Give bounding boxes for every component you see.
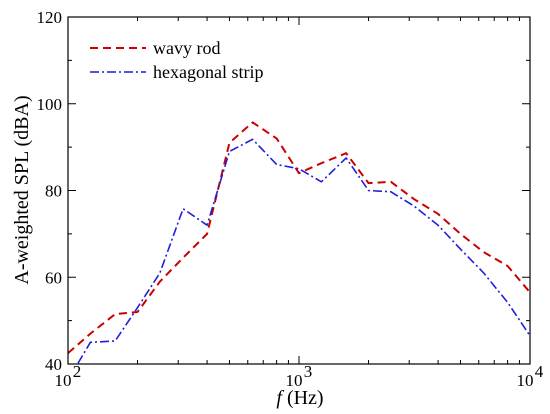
- svg-text:10: 10: [286, 371, 303, 390]
- x-tick-label: 10 2: [55, 362, 82, 390]
- series-layer: [68, 121, 530, 364]
- x-axis-unit: (Hz): [282, 387, 324, 409]
- y-tick-label: 60: [45, 268, 62, 287]
- legend-label-wavy-rod: wavy rod: [153, 38, 220, 58]
- svg-text:3: 3: [304, 362, 313, 381]
- y-tick-label: 40: [45, 355, 62, 374]
- legend-label-hexagonal-strip: hexagonal strip: [153, 62, 263, 82]
- svg-text:10: 10: [517, 371, 534, 390]
- svg-text:10: 10: [55, 371, 72, 390]
- svg-text:2: 2: [73, 362, 82, 381]
- y-tick-label: 100: [37, 95, 63, 114]
- y-tick-label: 80: [45, 182, 62, 201]
- y-axis-title: A-weighted SPL (dBA): [11, 95, 33, 284]
- y-tick-label: 120: [37, 8, 63, 27]
- x-tick-label: 10 4: [517, 362, 544, 390]
- x-tick-label: 10 3: [286, 362, 313, 390]
- svg-text:4: 4: [535, 362, 544, 381]
- svg-text:f (Hz): f (Hz): [276, 387, 323, 409]
- x-axis-title: f (Hz): [276, 387, 323, 409]
- legend: wavy rod hexagonal strip: [90, 38, 263, 82]
- series-line-wavy-rod: [68, 121, 530, 354]
- x-axis-symbol: f: [276, 387, 284, 409]
- series-line-hexagonal-strip: [76, 138, 530, 364]
